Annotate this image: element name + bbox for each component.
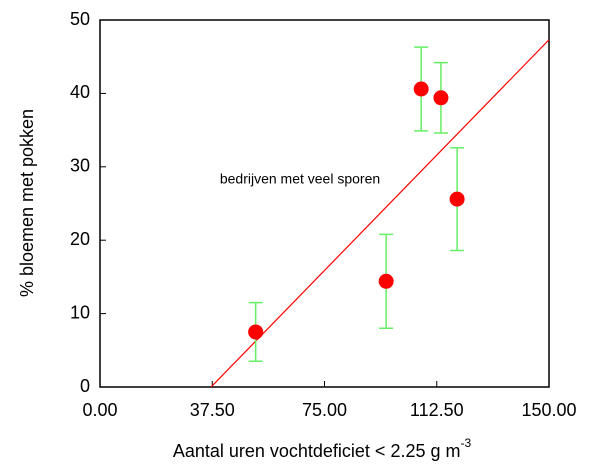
- x-tick-label: 0.00: [82, 400, 117, 420]
- x-axis-label: Aantal uren vochtdeficiet < 2.25 g m-3: [173, 436, 472, 461]
- x-axis-label-sup: -3: [461, 436, 472, 450]
- data-point: [378, 273, 394, 289]
- y-tick-label: 50: [70, 9, 90, 29]
- y-tick-label: 10: [70, 302, 90, 322]
- y-tick-label: 30: [70, 156, 90, 176]
- x-tick-label: 112.50: [410, 400, 464, 420]
- plot-frame: [99, 19, 550, 388]
- y-tick-label: 40: [70, 82, 90, 102]
- data-point: [433, 90, 449, 106]
- data-point: [248, 324, 264, 340]
- y-tick-label: 0: [80, 376, 90, 396]
- x-axis-label-main: Aantal uren vochtdeficiet < 2.25 g m: [173, 441, 461, 461]
- data-point: [413, 81, 429, 97]
- data-point: [449, 191, 465, 207]
- x-tick-label: 37.50: [190, 400, 235, 420]
- y-axis-label: % bloemen met pokken: [17, 109, 37, 297]
- y-tick-label: 20: [70, 229, 90, 249]
- annotation: bedrijven met veel sporen: [220, 171, 380, 187]
- x-tick-label: 75.00: [302, 400, 347, 420]
- x-tick-label: 150.00: [521, 400, 576, 420]
- fit-line: [210, 39, 549, 387]
